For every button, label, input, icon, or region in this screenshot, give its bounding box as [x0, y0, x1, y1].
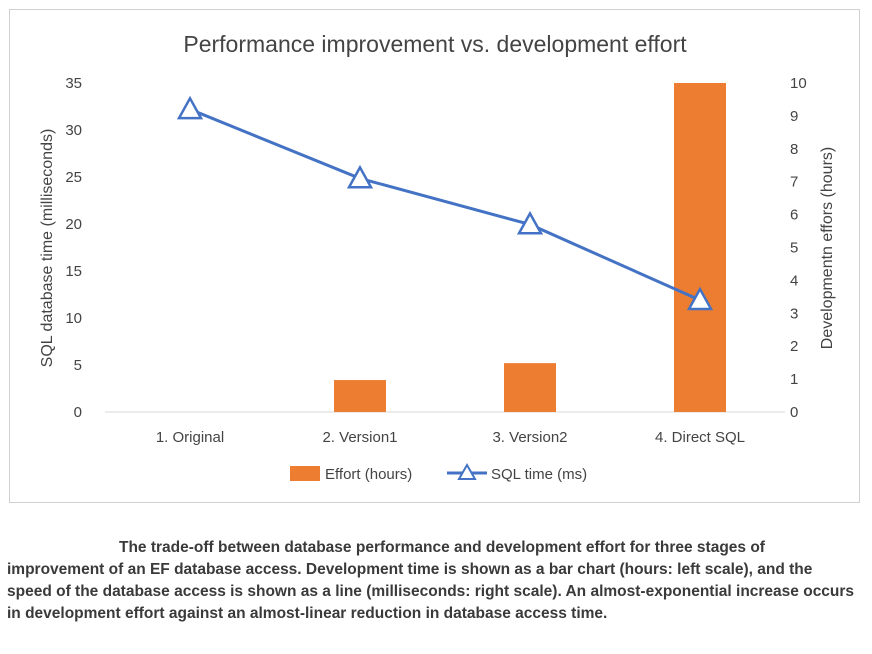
right-axis-ticks: 0 1 2 3 4 5 6 7 8 9 10	[790, 75, 807, 421]
line-point	[346, 164, 374, 189]
legend-triangle-marker	[457, 462, 477, 480]
category-label: 1. Original	[156, 429, 224, 446]
right-tick-label: 1	[790, 371, 798, 388]
left-tick-label: 0	[74, 404, 82, 421]
right-tick-label: 0	[790, 404, 798, 421]
right-axis-label: Developmentn effors (hours)	[819, 147, 836, 349]
bar-series	[334, 83, 726, 412]
chart-svg: Performance improvement vs. development …	[39, 31, 836, 483]
bar	[674, 83, 726, 412]
bar	[504, 363, 556, 412]
right-tick-label: 5	[790, 240, 798, 257]
left-tick-label: 15	[65, 263, 82, 280]
bar	[334, 380, 386, 412]
figure-caption: The trade-off between database performan…	[7, 537, 857, 625]
right-tick-label: 4	[790, 272, 798, 289]
category-label: 4. Direct SQL	[655, 429, 745, 446]
legend-label: SQL time (ms)	[491, 466, 587, 483]
right-tick-label: 8	[790, 141, 798, 158]
category-labels: 1. Original 2. Version1 3. Version2 4. Dire…	[156, 429, 745, 446]
right-tick-label: 3	[790, 305, 798, 322]
left-tick-label: 25	[65, 169, 82, 186]
left-axis-ticks: 0 5 10 15 20 25 30 35	[65, 75, 82, 421]
legend-bar-swatch	[290, 466, 320, 481]
line-series	[176, 95, 714, 311]
chart-frame: Performance improvement vs. development …	[9, 9, 860, 503]
right-tick-label: 6	[790, 207, 798, 224]
chart-title: Performance improvement vs. development …	[183, 31, 687, 57]
left-tick-label: 20	[65, 216, 82, 233]
right-tick-label: 2	[790, 338, 798, 355]
line-point	[516, 210, 544, 235]
left-tick-label: 5	[74, 357, 82, 374]
left-tick-label: 35	[65, 75, 82, 92]
left-tick-label: 10	[65, 310, 82, 327]
legend-label: Effort (hours)	[325, 466, 412, 483]
left-axis-label: SQL database time (milliseconds)	[39, 129, 56, 368]
line-point	[686, 286, 714, 311]
category-label: 3. Version2	[492, 429, 567, 446]
caption-text: The trade-off between database performan…	[7, 539, 855, 622]
line-path	[189, 107, 701, 302]
category-label: 2. Version1	[322, 429, 397, 446]
line-point	[176, 95, 204, 120]
left-tick-label: 30	[65, 122, 82, 139]
right-tick-label: 10	[790, 75, 807, 92]
right-tick-label: 7	[790, 174, 798, 191]
right-tick-label: 9	[790, 108, 798, 125]
legend: Effort (hours) SQL time (ms)	[290, 462, 587, 483]
